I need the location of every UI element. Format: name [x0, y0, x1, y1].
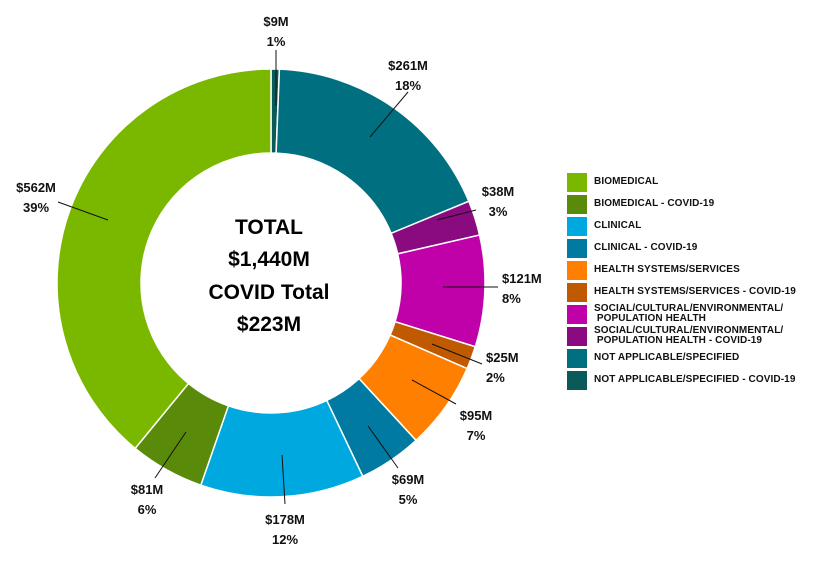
leader-line-4 [431, 343, 483, 365]
center-text-line: $223M [237, 313, 301, 336]
slice-amount-label: $121M [502, 271, 542, 286]
slice-amount-label: $25M [486, 350, 519, 365]
legend-label: SOCIAL/CULTURAL/ENVIRONMENTAL/ POPULATIO… [594, 325, 784, 346]
legend-item: BIOMEDICAL [567, 171, 817, 193]
legend-label: CLINICAL - COVID-19 [594, 242, 698, 253]
legend-label: NOT APPLICABLE/SPECIFIED [594, 352, 740, 363]
slice-amount-label: $95M [460, 408, 493, 423]
legend-swatch [567, 261, 587, 280]
legend-item: CLINICAL - COVID-19 [567, 237, 817, 259]
slice-9 [56, 68, 272, 450]
leader-line-8 [154, 431, 187, 479]
legend-swatch [567, 217, 587, 236]
slice-percent-label: 12% [272, 532, 298, 547]
legend-swatch [567, 327, 587, 346]
leader-line-6 [367, 425, 399, 469]
legend-swatch [567, 239, 587, 258]
legend-label: BIOMEDICAL [594, 176, 659, 187]
slice-amount-label: $9M [263, 14, 288, 29]
center-text-line: $1,440M [228, 248, 310, 271]
leader-line-2 [436, 209, 477, 221]
leader-line-7 [281, 454, 286, 505]
legend-swatch [567, 195, 587, 214]
legend-item: BIOMEDICAL - COVID-19 [567, 193, 817, 215]
legend-label: SOCIAL/CULTURAL/ENVIRONMENTAL/ POPULATIO… [594, 303, 784, 324]
slice-amount-label: $562M [16, 180, 56, 195]
slice-amount-label: $81M [131, 482, 164, 497]
legend-label: BIOMEDICAL - COVID-19 [594, 198, 715, 209]
slice-percent-label: 5% [399, 492, 418, 507]
legend-item: NOT APPLICABLE/SPECIFIED - COVID-19 [567, 369, 817, 391]
slice-percent-label: 6% [138, 502, 157, 517]
legend-label: CLINICAL [594, 220, 642, 231]
donut-chart: $9M 1% $261M 18% $38M 3% $121M 8% $25M 2% $95M 7% $6… [16, 14, 542, 547]
legend-swatch [567, 173, 587, 192]
legend-swatch [567, 349, 587, 368]
legend-item: NOT APPLICABLE/SPECIFIED [567, 347, 817, 369]
leader-line-1 [369, 91, 409, 138]
leader-line-9 [57, 201, 109, 221]
slice-percent-label: 7% [467, 428, 486, 443]
legend-item: SOCIAL/CULTURAL/ENVIRONMENTAL/ POPULATIO… [567, 325, 817, 347]
legend-item: HEALTH SYSTEMS/SERVICES - COVID-19 [567, 281, 817, 303]
legend-label: HEALTH SYSTEMS/SERVICES - COVID-19 [594, 286, 796, 297]
legend-item: CLINICAL [567, 215, 817, 237]
slice-percent-label: 1% [267, 34, 286, 49]
slice-amount-label: $261M [388, 58, 428, 73]
slice-amount-label: $69M [392, 472, 425, 487]
leader-line-5 [411, 379, 457, 405]
slice-percent-label: 3% [489, 204, 508, 219]
center-text-line: COVID Total [209, 281, 330, 304]
slice-percent-label: 2% [486, 370, 505, 385]
slice-percent-label: 39% [23, 200, 49, 215]
legend-swatch [567, 305, 587, 324]
center-text-line: TOTAL [235, 216, 303, 239]
slice-percent-label: 8% [502, 291, 521, 306]
legend-item: SOCIAL/CULTURAL/ENVIRONMENTAL/ POPULATIO… [567, 303, 817, 325]
slice-amount-label: $38M [482, 184, 515, 199]
slice-1 [275, 68, 470, 235]
slice-amount-label: $178M [265, 512, 305, 527]
legend-swatch [567, 283, 587, 302]
legend-item: HEALTH SYSTEMS/SERVICES [567, 259, 817, 281]
slice-percent-label: 18% [395, 78, 421, 93]
legend-label: NOT APPLICABLE/SPECIFIED - COVID-19 [594, 374, 796, 385]
legend-swatch [567, 371, 587, 390]
legend-label: HEALTH SYSTEMS/SERVICES [594, 264, 740, 275]
